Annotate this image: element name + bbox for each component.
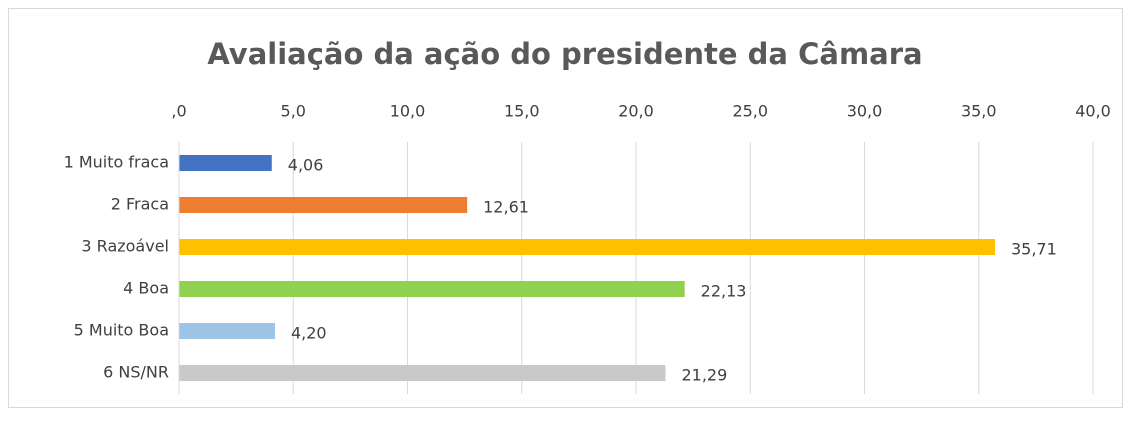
data-label: 12,61: [483, 198, 529, 217]
x-tick-label: 35,0: [961, 102, 997, 121]
y-tick-label: 3 Razoável: [81, 237, 169, 256]
bar: [179, 323, 275, 339]
x-tick-label: 5,0: [281, 102, 306, 121]
data-label: 4,06: [288, 156, 324, 175]
bar: [179, 365, 666, 381]
x-tick-label: ,0: [171, 102, 186, 121]
y-tick-label: 2 Fraca: [111, 195, 169, 214]
data-label: 4,20: [291, 324, 327, 343]
x-tick-label: 20,0: [618, 102, 654, 121]
data-label: 21,29: [681, 366, 727, 385]
data-label: 35,71: [1011, 240, 1057, 259]
x-tick-label: 40,0: [1075, 102, 1111, 121]
x-tick-label: 10,0: [390, 102, 426, 121]
x-tick-label: 15,0: [504, 102, 540, 121]
x-tick-label: 25,0: [732, 102, 768, 121]
y-tick-label: 5 Muito Boa: [74, 321, 169, 340]
bar: [179, 281, 685, 297]
bar: [179, 155, 272, 171]
bar: [179, 239, 995, 255]
x-tick-label: 30,0: [847, 102, 883, 121]
data-label: 22,13: [701, 282, 747, 301]
y-tick-label: 6 NS/NR: [103, 363, 169, 382]
y-tick-label: 4 Boa: [123, 279, 169, 298]
y-tick-label: 1 Muito fraca: [64, 153, 169, 172]
bar: [179, 197, 468, 213]
chart-title: Avaliação da ação do presidente da Câmar…: [207, 37, 922, 71]
